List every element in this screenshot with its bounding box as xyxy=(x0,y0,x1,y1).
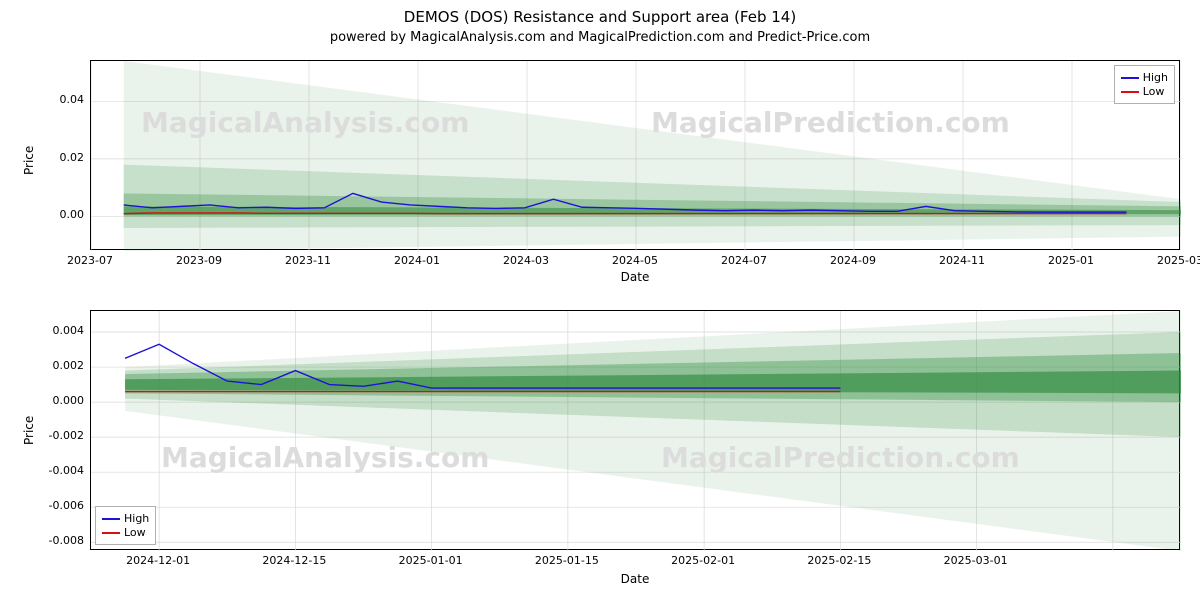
legend-swatch-high xyxy=(102,518,120,520)
x-tick-label: 2024-01 xyxy=(394,254,440,267)
chart-title: DEMOS (DOS) Resistance and Support area … xyxy=(0,8,1200,26)
y-tick-label: -0.002 xyxy=(49,429,84,442)
x-tick-label: 2025-03-01 xyxy=(944,554,1008,567)
top-y-axis-label: Price xyxy=(22,146,36,175)
y-tick-label: -0.004 xyxy=(49,464,84,477)
y-tick-label: 0.000 xyxy=(53,394,85,407)
x-tick-label: 2024-12-15 xyxy=(262,554,326,567)
legend-item-low: Low xyxy=(102,526,149,539)
legend-swatch-high xyxy=(1121,77,1139,79)
x-tick-label: 2023-07 xyxy=(67,254,113,267)
legend-top: High Low xyxy=(1114,65,1175,104)
y-tick-label: 0.004 xyxy=(53,324,85,337)
y-tick-label: -0.006 xyxy=(49,499,84,512)
x-tick-label: 2025-02-01 xyxy=(671,554,735,567)
legend-item-high: High xyxy=(1121,71,1168,84)
bottom-plot-svg xyxy=(91,311,1181,551)
legend-swatch-low xyxy=(102,532,120,534)
x-tick-label: 2025-03 xyxy=(1157,254,1200,267)
x-tick-label: 2024-11 xyxy=(939,254,985,267)
legend-bottom: High Low xyxy=(95,506,156,545)
x-tick-label: 2025-01 xyxy=(1048,254,1094,267)
legend-swatch-low xyxy=(1121,91,1139,93)
bottom-x-axis-label: Date xyxy=(90,572,1180,586)
bottom-plot-area: MagicalAnalysis.com MagicalPrediction.co… xyxy=(90,310,1180,550)
legend-label: Low xyxy=(1143,85,1165,98)
y-tick-label: -0.008 xyxy=(49,534,84,547)
bottom-y-axis-label: Price xyxy=(22,416,36,445)
top-plot-svg xyxy=(91,61,1181,251)
legend-item-low: Low xyxy=(1121,85,1168,98)
x-tick-label: 2024-05 xyxy=(612,254,658,267)
x-tick-label: 2024-09 xyxy=(830,254,876,267)
y-tick-label: 0.02 xyxy=(60,151,85,164)
y-tick-label: 0.04 xyxy=(60,93,85,106)
legend-label: Low xyxy=(124,526,146,539)
x-tick-label: 2025-01-15 xyxy=(535,554,599,567)
x-tick-label: 2023-09 xyxy=(176,254,222,267)
x-tick-label: 2024-03 xyxy=(503,254,549,267)
y-tick-label: 0.00 xyxy=(60,208,85,221)
x-tick-label: 2024-12-01 xyxy=(126,554,190,567)
top-x-axis-label: Date xyxy=(90,270,1180,284)
legend-label: High xyxy=(1143,71,1168,84)
top-plot-area: MagicalAnalysis.com MagicalPrediction.co… xyxy=(90,60,1180,250)
x-tick-label: 2023-11 xyxy=(285,254,331,267)
chart-subtitle: powered by MagicalAnalysis.com and Magic… xyxy=(0,30,1200,45)
x-tick-label: 2025-02-15 xyxy=(807,554,871,567)
y-tick-label: 0.002 xyxy=(53,359,85,372)
x-tick-label: 2025-01-01 xyxy=(399,554,463,567)
figure: DEMOS (DOS) Resistance and Support area … xyxy=(0,0,1200,600)
x-tick-label: 2024-07 xyxy=(721,254,767,267)
legend-item-high: High xyxy=(102,512,149,525)
legend-label: High xyxy=(124,512,149,525)
